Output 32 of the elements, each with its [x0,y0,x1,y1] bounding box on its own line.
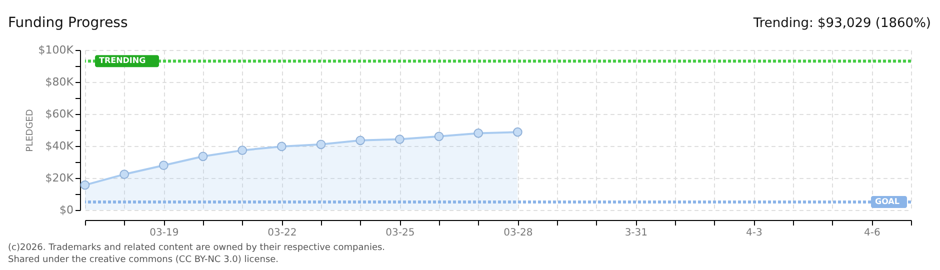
y-tick-label: $40K [45,140,74,152]
y-tick-label: $60K [45,108,74,120]
x-tick-label: 03-25 [386,228,415,238]
x-tick-label: 03-19 [150,228,179,238]
point [356,136,366,146]
y-tick-label: $0 [60,204,74,216]
text: (c)2026. Trademarks and related content are owned by their respective companies. [8,243,386,253]
x-tick-label: 03-28 [504,228,533,238]
text: Shared under the creative commons (CC BY-NC 3.0) license. [8,255,279,265]
point [316,140,326,150]
y-axis-title: PLEDGED [25,109,36,152]
chart-title: Funding Progress [8,15,128,31]
point [120,170,130,179]
point [474,128,484,138]
point [512,127,522,137]
x-tick-label: 4-3 [746,228,762,238]
text: Trending: $93,029 (1860%) [752,16,931,31]
point [394,134,404,144]
ref-line-label: GOAL [875,197,900,206]
point [80,180,90,190]
ref-line-label: TRENDING [99,56,146,66]
x-tick-label: 3-31 [624,228,648,238]
y-tick-label: $20K [45,172,74,184]
point [238,146,248,155]
point [276,142,286,152]
point [158,160,168,170]
x-tick-label: 4-6 [864,228,880,238]
y-tick-label: $100K [38,44,74,56]
point [198,152,208,162]
point [434,132,444,142]
x-tick-label: 03-22 [268,228,297,238]
y-tick-label: $80K [45,76,74,88]
